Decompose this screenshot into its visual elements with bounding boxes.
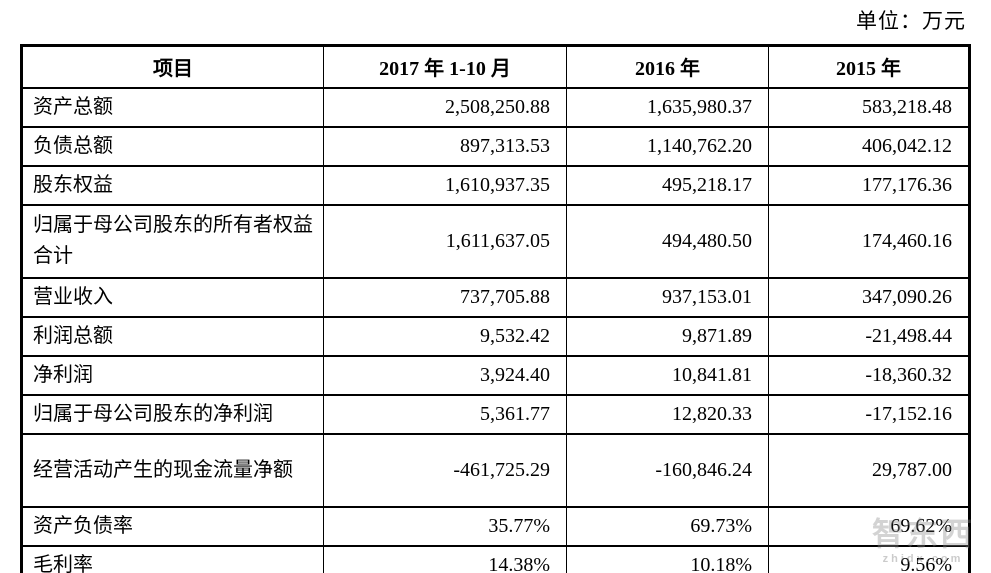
value-cell: 69.62% [768, 505, 970, 547]
value-cell: 10.18% [566, 544, 769, 573]
value-cell: 9.56% [768, 544, 970, 573]
table-row: 营业收入 737,705.88 937,153.01 347,090.26 [21, 276, 970, 318]
row-label: 毛利率 [21, 544, 324, 573]
value-cell: 347,090.26 [768, 276, 970, 318]
column-header-2015: 2015 年 [768, 44, 970, 89]
value-cell: 1,611,637.05 [323, 203, 567, 279]
value-cell: 494,480.50 [566, 203, 769, 279]
value-cell: -160,846.24 [566, 432, 769, 508]
column-header-2016: 2016 年 [566, 44, 769, 89]
value-cell: 9,871.89 [566, 315, 769, 357]
row-label: 资产总额 [21, 86, 324, 128]
value-cell: -18,360.32 [768, 354, 970, 396]
table-row: 利润总额 9,532.42 9,871.89 -21,498.44 [21, 315, 970, 357]
row-label: 经营活动产生的现金流量净额 [21, 432, 324, 508]
value-cell: 9,532.42 [323, 315, 567, 357]
value-cell: 3,924.40 [323, 354, 567, 396]
unit-label: 单位：万元 [856, 9, 966, 33]
value-cell: -21,498.44 [768, 315, 970, 357]
table-row: 归属于母公司股东的所有者权益合计 1,611,637.05 494,480.50… [21, 203, 970, 279]
value-cell: 177,176.36 [768, 164, 970, 206]
value-cell: -17,152.16 [768, 393, 970, 435]
column-header-2017: 2017 年 1-10 月 [323, 44, 567, 89]
row-label: 归属于母公司股东的净利润 [21, 393, 324, 435]
value-cell: 5,361.77 [323, 393, 567, 435]
value-cell: 14.38% [323, 544, 567, 573]
value-cell: 10,841.81 [566, 354, 769, 396]
value-cell: 406,042.12 [768, 125, 970, 167]
value-cell: 1,635,980.37 [566, 86, 769, 128]
table-row: 归属于母公司股东的净利润 5,361.77 12,820.33 -17,152.… [21, 393, 970, 435]
row-label: 归属于母公司股东的所有者权益合计 [21, 203, 324, 279]
row-label: 利润总额 [21, 315, 324, 357]
table-row: 股东权益 1,610,937.35 495,218.17 177,176.36 [21, 164, 970, 206]
row-label: 资产负债率 [21, 505, 324, 547]
value-cell: 737,705.88 [323, 276, 567, 318]
table-row: 毛利率 14.38% 10.18% 9.56% [21, 544, 970, 573]
value-cell: 583,218.48 [768, 86, 970, 128]
value-cell: 1,140,762.20 [566, 125, 769, 167]
value-cell: 174,460.16 [768, 203, 970, 279]
value-cell: 12,820.33 [566, 393, 769, 435]
value-cell: 495,218.17 [566, 164, 769, 206]
table-row: 资产负债率 35.77% 69.73% 69.62% [21, 505, 970, 547]
column-header-item: 项目 [21, 44, 324, 89]
table-row: 负债总额 897,313.53 1,140,762.20 406,042.12 [21, 125, 970, 167]
row-label: 营业收入 [21, 276, 324, 318]
value-cell: 937,153.01 [566, 276, 769, 318]
header-row: 项目 2017 年 1-10 月 2016 年 2015 年 [21, 44, 970, 89]
financial-summary-table: 项目 2017 年 1-10 月 2016 年 2015 年 资产总额 2,50… [20, 44, 971, 573]
value-cell: 69.73% [566, 505, 769, 547]
value-cell: 1,610,937.35 [323, 164, 567, 206]
table-row: 资产总额 2,508,250.88 1,635,980.37 583,218.4… [21, 86, 970, 128]
value-cell: 35.77% [323, 505, 567, 547]
value-cell: 2,508,250.88 [323, 86, 567, 128]
value-cell: -461,725.29 [323, 432, 567, 508]
row-label: 负债总额 [21, 125, 324, 167]
value-cell: 29,787.00 [768, 432, 970, 508]
table-row: 净利润 3,924.40 10,841.81 -18,360.32 [21, 354, 970, 396]
row-label: 净利润 [21, 354, 324, 396]
row-label: 股东权益 [21, 164, 324, 206]
value-cell: 897,313.53 [323, 125, 567, 167]
table-row: 经营活动产生的现金流量净额 -461,725.29 -160,846.24 29… [21, 432, 970, 508]
